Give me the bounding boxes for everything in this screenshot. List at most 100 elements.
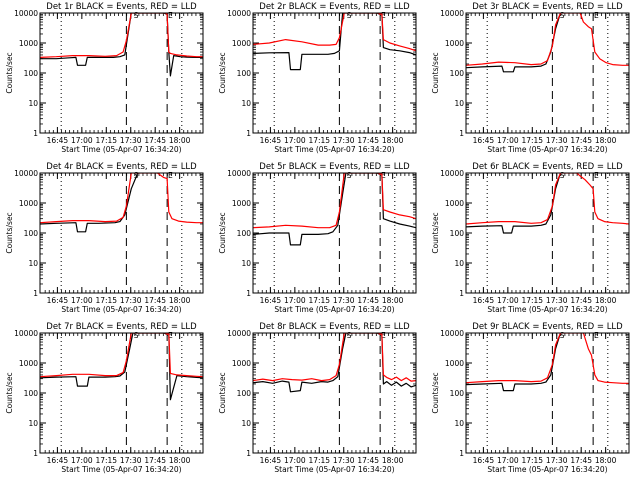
x-tick-label: 18:00 xyxy=(595,456,617,465)
plot-frame xyxy=(465,172,630,294)
x-axis-label: Start Time (05-Apr-07 16:34:20) xyxy=(61,305,181,314)
event-marker-label: E xyxy=(594,11,599,20)
plot-frame xyxy=(39,332,204,454)
y-tick-label: 1000 xyxy=(232,359,251,368)
x-tick-label: 17:00 xyxy=(284,136,306,145)
detector-panel: Det 3r BLACK = Events, RED = LLD 1 10 100 10… xyxy=(431,2,630,154)
x-tick-label: 18:00 xyxy=(169,136,191,145)
x-tick-label: 17:30 xyxy=(120,296,142,305)
x-tick-label: 16:45 xyxy=(47,136,69,145)
y-tick-label: 10 xyxy=(241,419,251,428)
series-group xyxy=(253,13,416,71)
event-marker-label: S xyxy=(560,331,565,340)
x-tick-label: 17:00 xyxy=(71,296,93,305)
y-tick-label: 100 xyxy=(24,69,39,78)
event-marker-label: S xyxy=(560,171,565,180)
panel-title: Det 9r BLACK = Events, RED = LLD xyxy=(472,322,623,332)
series-group xyxy=(253,333,416,393)
series-group xyxy=(40,173,203,233)
x-tick-label: 17:15 xyxy=(308,456,330,465)
event-marker-label: E xyxy=(594,171,599,180)
y-axis-label: Counts/sec xyxy=(218,52,227,93)
x-tick-label: 16:45 xyxy=(473,296,495,305)
events-series-line xyxy=(466,333,562,392)
x-tick-label: 17:45 xyxy=(570,296,592,305)
x-tick-label: 18:00 xyxy=(595,296,617,305)
x-tick-label: 16:45 xyxy=(260,456,282,465)
event-marker-label: S xyxy=(134,11,139,20)
panel-title: Det 8r BLACK = Events, RED = LLD xyxy=(259,322,410,332)
detector-panel: Det 5r BLACK = Events, RED = LLD 1 10 100 10… xyxy=(218,162,417,314)
x-tick-label: 17:30 xyxy=(120,136,142,145)
x-tick-label: 18:00 xyxy=(382,136,404,145)
event-marker-label: S xyxy=(347,331,352,340)
x-axis-label: Start Time (05-Apr-07 16:34:20) xyxy=(487,145,607,154)
y-tick-label: 1000 xyxy=(232,39,251,48)
x-tick-label: 17:45 xyxy=(357,296,379,305)
plot-frame xyxy=(465,12,630,134)
x-tick-label: 17:00 xyxy=(497,456,519,465)
detector-panel: Det 9r BLACK = Events, RED = LLD 1 10 100 10… xyxy=(431,322,630,474)
panel-title: Det 4r BLACK = Events, RED = LLD xyxy=(46,162,197,172)
lld-series-line xyxy=(40,333,203,378)
y-tick-label: 10000 xyxy=(14,329,38,338)
series-group xyxy=(466,13,629,73)
x-tick-label: 17:30 xyxy=(333,296,355,305)
y-tick-label: 100 xyxy=(237,69,252,78)
y-tick-label: 10000 xyxy=(227,169,251,178)
x-tick-label: 18:00 xyxy=(169,456,191,465)
y-axis-label: Counts/sec xyxy=(431,212,440,253)
y-axis-label: Counts/sec xyxy=(5,372,14,413)
x-tick-label: 17:15 xyxy=(95,456,117,465)
detector-panel: Det 7r BLACK = Events, RED = LLD 1 10 100 10… xyxy=(5,322,204,474)
events-series-line xyxy=(253,333,416,393)
x-tick-label: 17:15 xyxy=(95,296,117,305)
lld-series-line xyxy=(40,13,203,58)
detector-panel: Det 8r BLACK = Events, RED = LLD 1 10 100 10… xyxy=(218,322,417,474)
panel-title: Det 3r BLACK = Events, RED = LLD xyxy=(472,2,623,12)
panel-title: Det 1r BLACK = Events, RED = LLD xyxy=(46,2,197,12)
y-tick-label: 1 xyxy=(246,129,251,138)
y-tick-label: 1000 xyxy=(445,199,464,208)
y-tick-label: 10000 xyxy=(440,169,464,178)
x-tick-label: 17:15 xyxy=(308,296,330,305)
y-axis-label: Counts/sec xyxy=(218,212,227,253)
x-axis-label: Start Time (05-Apr-07 16:34:20) xyxy=(487,305,607,314)
series-group xyxy=(253,173,416,246)
y-tick-label: 10 xyxy=(454,99,464,108)
plot-frame xyxy=(39,12,204,134)
plot-frame xyxy=(39,172,204,294)
y-tick-label: 1 xyxy=(246,449,251,458)
y-tick-label: 1 xyxy=(33,449,38,458)
x-tick-label: 17:30 xyxy=(546,456,568,465)
x-tick-label: 17:15 xyxy=(95,136,117,145)
lld-series-line xyxy=(466,173,629,225)
x-tick-label: 17:00 xyxy=(284,296,306,305)
y-tick-label: 10 xyxy=(454,419,464,428)
lld-series-line xyxy=(253,333,416,382)
x-tick-label: 17:45 xyxy=(144,456,166,465)
x-axis-label: Start Time (05-Apr-07 16:34:20) xyxy=(61,465,181,474)
event-marker-label: S xyxy=(347,11,352,20)
x-tick-label: 17:00 xyxy=(71,456,93,465)
x-tick-label: 16:45 xyxy=(260,136,282,145)
y-axis-label: Counts/sec xyxy=(5,212,14,253)
plot-frame xyxy=(252,12,417,134)
event-marker-label: S xyxy=(134,331,139,340)
x-tick-label: 17:15 xyxy=(521,456,543,465)
x-tick-label: 16:45 xyxy=(473,136,495,145)
x-tick-label: 18:00 xyxy=(382,456,404,465)
y-tick-label: 10000 xyxy=(440,9,464,18)
panel-title: Det 6r BLACK = Events, RED = LLD xyxy=(472,162,623,172)
y-tick-label: 1 xyxy=(459,289,464,298)
x-axis-label: Start Time (05-Apr-07 16:34:20) xyxy=(274,305,394,314)
event-marker-label: E xyxy=(381,331,386,340)
series-group xyxy=(466,173,629,234)
series-group xyxy=(40,333,203,401)
x-tick-label: 16:45 xyxy=(47,296,69,305)
x-tick-label: 16:45 xyxy=(47,456,69,465)
lld-series-line xyxy=(253,173,416,229)
x-axis-label: Start Time (05-Apr-07 16:34:20) xyxy=(274,145,394,154)
x-tick-label: 17:45 xyxy=(570,136,592,145)
y-tick-label: 1 xyxy=(459,129,464,138)
